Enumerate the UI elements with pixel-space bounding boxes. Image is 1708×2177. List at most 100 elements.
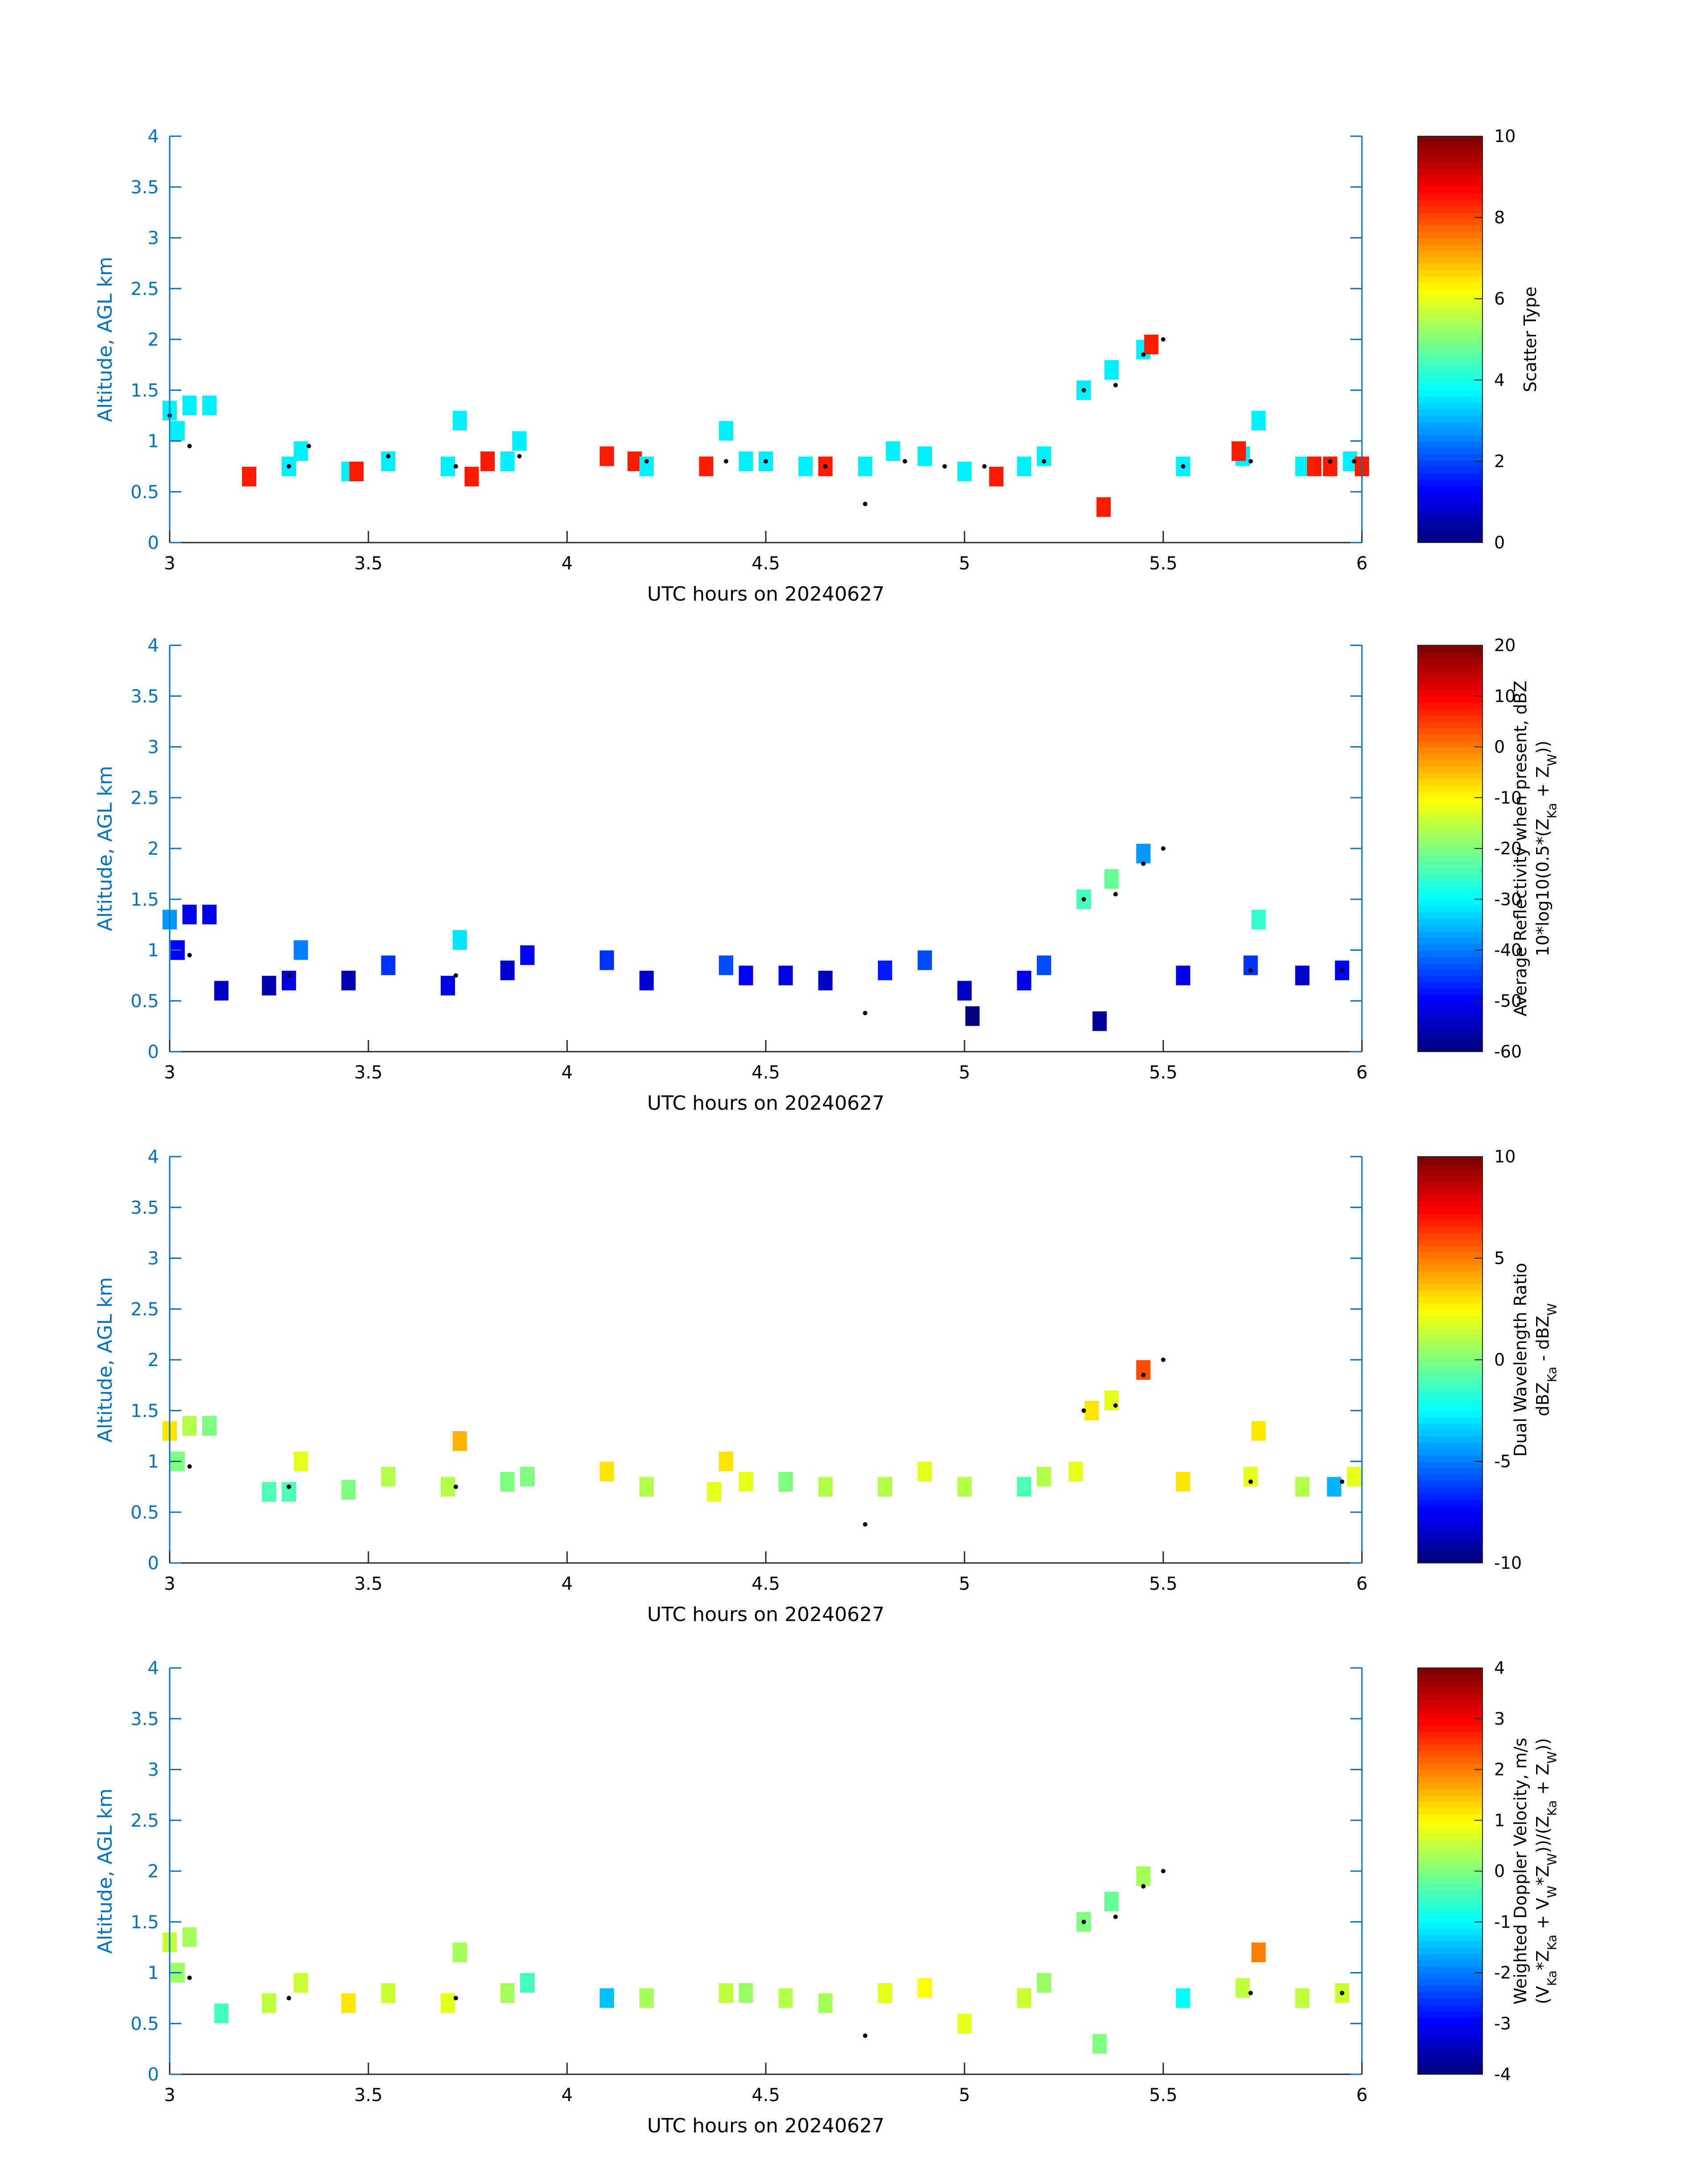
scatter-colorbar-step-61 bbox=[1418, 149, 1482, 156]
dwr-colorbar-label-seg-2: Ka bbox=[1545, 1366, 1559, 1382]
scatter-centroid-4 bbox=[386, 454, 391, 459]
scatter-colorbar-step-25 bbox=[1418, 377, 1482, 384]
scatter-colorbar-step-16 bbox=[1418, 435, 1482, 442]
scatter-centroid-3 bbox=[306, 443, 311, 448]
dwr-colorbar-step-48 bbox=[1418, 1252, 1482, 1259]
refl-colorbar-step-52 bbox=[1418, 715, 1482, 722]
refl-cell-15 bbox=[639, 970, 654, 990]
vel-cell-19 bbox=[918, 1978, 932, 1998]
scatter-xtick-label-6: 6 bbox=[1356, 553, 1367, 574]
refl-ytick-label-0: 0 bbox=[148, 1042, 159, 1062]
refl-cell-10 bbox=[441, 976, 455, 996]
dwr-colorbar-step-44 bbox=[1418, 1277, 1482, 1284]
scatter-cell-28 bbox=[957, 461, 972, 481]
scatter-centroid-9 bbox=[764, 459, 768, 464]
refl-colorbar-step-25 bbox=[1418, 886, 1482, 894]
scatter-cell-2 bbox=[182, 395, 197, 415]
dwr-y-axis-label: Altitude, AGL km bbox=[94, 1277, 117, 1442]
vel-colorbar-step-0 bbox=[1418, 2068, 1482, 2075]
vel-colorbar-step-59 bbox=[1418, 1693, 1482, 1701]
refl-colorbar-step-33 bbox=[1418, 836, 1482, 843]
scatter-colorbar-step-43 bbox=[1418, 263, 1482, 270]
scatter-centroid-10 bbox=[823, 464, 828, 469]
refl-cell-22 bbox=[957, 981, 972, 1001]
scatter-colorbar-step-36 bbox=[1418, 307, 1482, 315]
vel-colorbar-step-62 bbox=[1418, 1674, 1482, 1681]
vel-cell-5 bbox=[293, 1973, 308, 1993]
vel-x-axis-label: UTC hours on 20240627 bbox=[647, 2114, 885, 2137]
scatter-centroid-17 bbox=[1113, 383, 1118, 388]
scatter-colorbar-step-52 bbox=[1418, 206, 1482, 213]
scatter-colorbar-step-26 bbox=[1418, 371, 1482, 378]
refl-colorbar-step-14 bbox=[1418, 956, 1482, 963]
refl-colorbar-step-36 bbox=[1418, 816, 1482, 824]
vel-colorbar-step-18 bbox=[1418, 1953, 1482, 1961]
vel-ytick-label-2: 1 bbox=[148, 1963, 159, 1984]
scatter-ytick-label-4: 2 bbox=[148, 330, 159, 350]
scatter-colorbar-step-3 bbox=[1418, 517, 1482, 524]
vel-cell-2 bbox=[182, 1927, 197, 1947]
dwr-colorbar-step-28 bbox=[1418, 1379, 1482, 1386]
vel-cell-18 bbox=[878, 1983, 892, 2003]
vel-colorbar-step-1 bbox=[1418, 2061, 1482, 2068]
dwr-ytick-label-6: 3 bbox=[148, 1249, 159, 1269]
scatter-centroid-14 bbox=[982, 464, 987, 469]
refl-colorbar-step-20 bbox=[1418, 918, 1482, 925]
scatter-colorbar-step-7 bbox=[1418, 492, 1482, 499]
vel-xtick-label-2: 4 bbox=[561, 2085, 572, 2106]
refl-colorbar-step-47 bbox=[1418, 747, 1482, 754]
refl-cell-8 bbox=[341, 970, 356, 990]
refl-colorbar-step-60 bbox=[1418, 664, 1482, 671]
dwr-cell-7 bbox=[341, 1480, 356, 1500]
refl-data-cells bbox=[163, 844, 1349, 1031]
scatter-colorbar-step-42 bbox=[1418, 269, 1482, 276]
scatter-centroid-19 bbox=[1161, 337, 1165, 342]
refl-cb-tick-label-4: -20 bbox=[1494, 839, 1522, 858]
vel-cb-tick-label-6: 2 bbox=[1494, 1760, 1505, 1780]
refl-colorbar-step-34 bbox=[1418, 829, 1482, 836]
refl-colorbar-step-30 bbox=[1418, 855, 1482, 862]
refl-colorbar-step-15 bbox=[1418, 950, 1482, 957]
vel-colorbar-step-60 bbox=[1418, 1687, 1482, 1694]
vel-colorbar-step-6 bbox=[1418, 2030, 1482, 2037]
scatter-centroid-21 bbox=[1248, 459, 1253, 464]
scatter-colorbar-step-21 bbox=[1418, 403, 1482, 410]
scatter-colorbar-step-27 bbox=[1418, 364, 1482, 372]
refl-centroid-2 bbox=[453, 973, 458, 978]
refl-colorbar-label-line1: Average Reflectivity when present, dBZ bbox=[1511, 681, 1530, 1016]
dwr-colorbar-step-43 bbox=[1418, 1283, 1482, 1291]
dwr-colorbar-step-37 bbox=[1418, 1321, 1482, 1329]
dwr-colorbar-step-56 bbox=[1418, 1201, 1482, 1208]
scatter-colorbar-step-35 bbox=[1418, 314, 1482, 321]
dwr-colorbar-step-41 bbox=[1418, 1296, 1482, 1304]
vel-cb-tick-label-1: -3 bbox=[1494, 2014, 1511, 2033]
vel-centroid-points bbox=[187, 1869, 1345, 2038]
dwr-xtick-label-4: 5 bbox=[959, 1574, 970, 1594]
dwr-colorbar: -10 -5 0 5 10 Dual Wavelength Ratio dBZKa - dB… bbox=[1417, 1147, 1559, 1573]
vel-colorbar-label-seg-1: (V bbox=[1533, 1986, 1553, 2004]
scatter-centroid-8 bbox=[724, 459, 728, 464]
scatter-cell-23 bbox=[798, 456, 813, 476]
dwr-ytick-label-3: 1.5 bbox=[130, 1401, 159, 1421]
dwr-cell-3 bbox=[202, 1416, 217, 1436]
dwr-colorbar-step-3 bbox=[1418, 1538, 1482, 1545]
refl-cell-27 bbox=[1104, 869, 1119, 889]
scatter-centroid-12 bbox=[902, 459, 907, 464]
dwr-colorbar-step-60 bbox=[1418, 1175, 1482, 1183]
dwr-colorbar-step-46 bbox=[1418, 1264, 1482, 1271]
refl-plot-area bbox=[170, 645, 1362, 1052]
refl-cb-tick-label-1: -50 bbox=[1494, 991, 1522, 1011]
vel-colorbar-step-31 bbox=[1418, 1871, 1482, 1878]
scatter-centroid-5 bbox=[453, 464, 458, 469]
scatter-cell-15 bbox=[512, 431, 527, 451]
refl-colorbar-step-43 bbox=[1418, 772, 1482, 779]
vel-colorbar-step-25 bbox=[1418, 1909, 1482, 1916]
vel-xtick-label-6: 6 bbox=[1356, 2085, 1367, 2106]
refl-colorbar-step-63 bbox=[1418, 645, 1482, 652]
scatter-cell-3 bbox=[202, 395, 217, 415]
vel-panel: 0 0.5 1 1.5 2 2.5 3 3.5 4 3 3.5 4 4.5 5 5.5 6 UTC hours … bbox=[94, 1658, 1559, 2137]
scatter-cell-8 bbox=[349, 461, 364, 481]
scatter-cell-25 bbox=[858, 456, 873, 476]
refl-colorbar-step-3 bbox=[1418, 1026, 1482, 1033]
